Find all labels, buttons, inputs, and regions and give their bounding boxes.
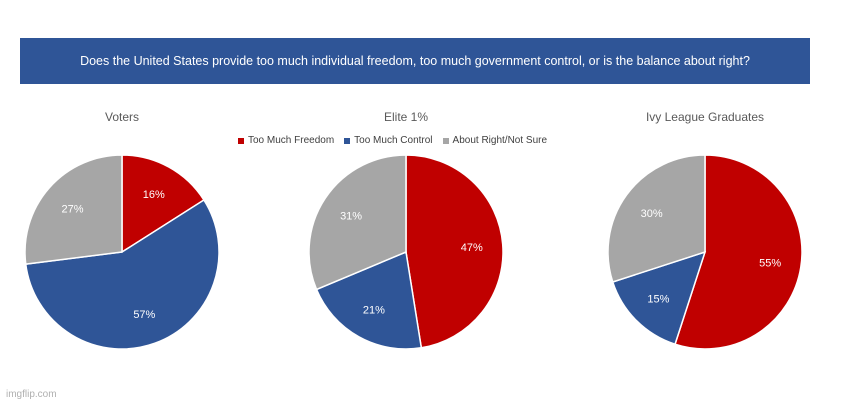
- question-banner: Does the United States provide too much …: [20, 38, 810, 84]
- pie-slice-ivy-freedom: [674, 154, 803, 350]
- pie-label-voters-control: 57%: [133, 309, 155, 321]
- pie-slice-voters-control: [24, 198, 220, 350]
- legend-label-freedom: Too Much Freedom: [248, 135, 335, 146]
- pie-slice-voters-freedom: [121, 154, 205, 254]
- pie-label-ivy-control: 15%: [647, 294, 669, 306]
- pie-slice-ivy-neutral: [607, 154, 706, 283]
- legend-swatch-control: [344, 137, 351, 144]
- legend-label-control: Too Much Control: [354, 135, 433, 146]
- pie-label-voters-freedom: 16%: [143, 189, 165, 201]
- pie-label-elite-freedom: 47%: [461, 242, 483, 254]
- question-text: Does the United States provide too much …: [80, 54, 750, 68]
- legend-swatch-neutral: [442, 137, 449, 144]
- legend-item-neutral: About Right/Not Sure: [442, 135, 548, 146]
- pie-title-elite: Elite 1%: [383, 110, 429, 124]
- pie-label-ivy-neutral: 30%: [641, 208, 663, 220]
- pie-ivy: 55% 15% 30%: [607, 154, 803, 350]
- pie-title-voters: Voters: [104, 110, 140, 124]
- legend-swatch-freedom: [238, 137, 244, 144]
- pie-elite: 47% 21% 31%: [308, 154, 504, 350]
- pie-slice-elite-control: [315, 250, 423, 350]
- pie-slice-elite-freedom: [405, 154, 504, 349]
- pie-title-ivy: Ivy League Graduates: [645, 110, 765, 124]
- pie-label-elite-control: 21%: [363, 305, 385, 317]
- pie-slice-voters-neutral: [24, 154, 123, 265]
- watermark: imgflip.com: [6, 389, 57, 400]
- pie-label-voters-neutral: 27%: [62, 203, 84, 215]
- pie-slice-elite-neutral: [308, 154, 407, 291]
- legend-label-neutral: About Right/Not Sure: [452, 135, 548, 146]
- legend-item-freedom: Too Much Freedom: [238, 135, 334, 146]
- pie-voters: 16% 57% 27%: [24, 154, 220, 350]
- pie-label-ivy-freedom: 55%: [759, 257, 781, 269]
- legend: Too Much Freedom Too Much Control About …: [238, 135, 547, 146]
- legend-item-control: Too Much Control: [344, 135, 433, 146]
- pie-label-elite-neutral: 31%: [340, 210, 362, 222]
